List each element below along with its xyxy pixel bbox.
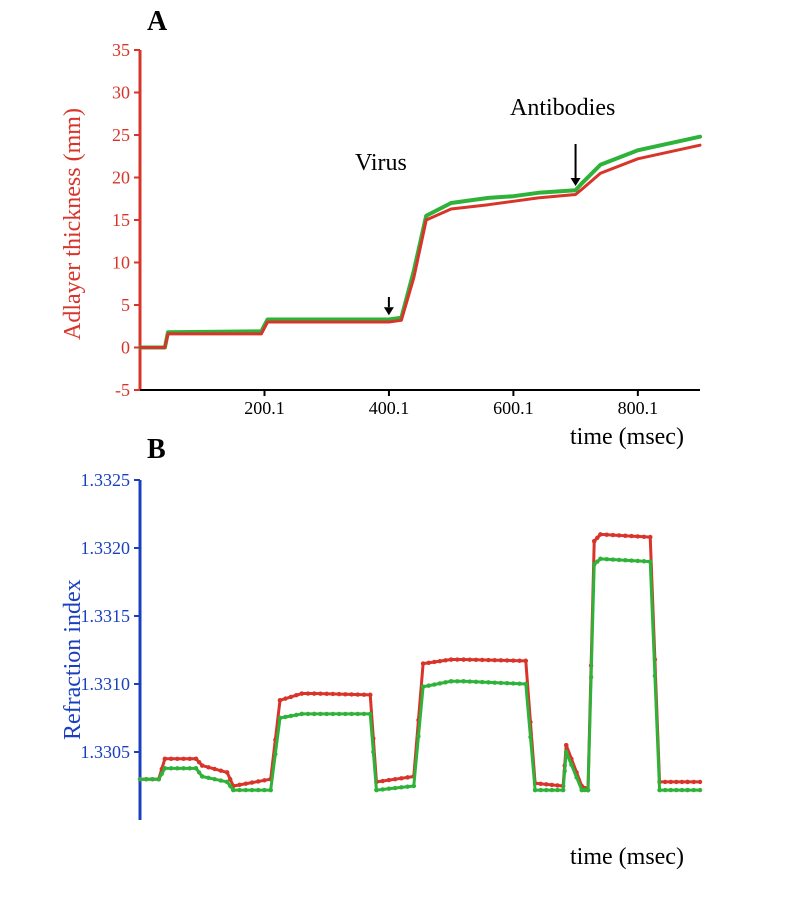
svg-text:1.3325: 1.3325	[81, 470, 131, 490]
chart-b-ylabel: Refraction index	[60, 579, 87, 740]
chart-b-xlabel: time (msec)	[570, 844, 684, 871]
svg-text:1.3310: 1.3310	[81, 674, 131, 694]
svg-text:1.3305: 1.3305	[81, 742, 131, 762]
svg-text:1.3315: 1.3315	[81, 606, 131, 626]
svg-text:1.3320: 1.3320	[81, 538, 131, 558]
figure: { "layout":{ "width":800,"height":904,"b…	[0, 0, 800, 904]
chart-b: 1.3305 1.3310 1.3315 1.3320 1.3325	[0, 0, 800, 904]
